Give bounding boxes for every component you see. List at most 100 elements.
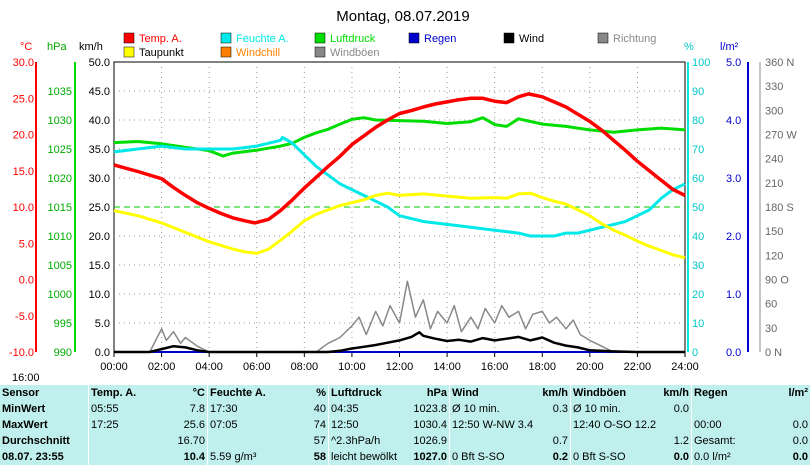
rain-axis-unit: l/m² xyxy=(720,41,739,53)
humidity-tick-label: 30 xyxy=(692,260,704,272)
direction-tick-label: 90 O xyxy=(765,275,789,287)
x-tick-label: 08:00 xyxy=(291,361,319,373)
temp-tick-label: 5.0 xyxy=(19,238,34,250)
x-tick-label: 18:00 xyxy=(528,361,556,373)
stats-cell-value xyxy=(764,401,810,417)
stats-cell-time xyxy=(570,433,647,449)
x-tick-label: 00:00 xyxy=(100,361,128,373)
stats-cell-value: 1.2 xyxy=(673,435,689,447)
legend-swatch xyxy=(123,46,135,58)
stats-cell-time: 07:05 xyxy=(207,417,284,433)
stats-cell-value: 25.6 xyxy=(183,419,205,431)
x-tick-label: 16:00 xyxy=(481,361,509,373)
stats-cell-value: 1023.8 xyxy=(413,403,447,415)
stats-header-wind: Wind xyxy=(449,385,526,401)
direction-tick-label: 240 xyxy=(765,154,783,166)
series-line-windb-en xyxy=(114,280,685,353)
stats-row-label: Durchschnitt xyxy=(2,435,70,447)
stats-header-wind-unit: km/h xyxy=(542,387,568,399)
pressure-tick-label: 990 xyxy=(54,347,72,359)
legend-swatch xyxy=(314,32,326,44)
stats-cell-time xyxy=(691,401,764,417)
stats-cell-value: 7.8 xyxy=(189,403,205,415)
x-axis-ticks: 00:00 02:00 04:00 06:00 08:00 10:00 12:00 14:00… xyxy=(12,352,699,384)
series-line-luftdruck xyxy=(113,116,686,158)
pressure-tick-label: 1005 xyxy=(48,260,72,272)
stats-cell-time xyxy=(449,433,526,449)
temp-tick-label: -5.0 xyxy=(15,311,34,323)
direction-tick-label: 120 xyxy=(765,250,783,262)
direction-tick-label: 150 xyxy=(765,226,783,238)
temp-tick-label: 0.0 xyxy=(19,275,34,287)
temp-tick-label: 30.0 xyxy=(13,57,34,69)
direction-tick-label: 180 S xyxy=(765,202,794,214)
legend-swatch xyxy=(597,32,609,44)
legend-label: Windböen xyxy=(330,47,380,59)
stats-header-temp: Temp. A. xyxy=(88,385,163,401)
stats-row-label: MaxWert xyxy=(2,419,48,431)
legend-label: Feuchte A. xyxy=(236,33,289,45)
stats-cell-time: 00:00 xyxy=(691,417,764,433)
x-tick-label: 20:00 xyxy=(576,361,604,373)
stats-cell-value: 0.0 xyxy=(792,435,808,447)
stats-cell-value: 1030.4 xyxy=(413,419,447,431)
stats-header-pressure: Luftdruck xyxy=(328,385,405,401)
stats-cell-time xyxy=(88,449,163,465)
temp-tick-label: 10.0 xyxy=(13,202,34,214)
pressure-tick-label: 1010 xyxy=(48,231,72,243)
humidity-tick-label: 20 xyxy=(692,289,704,301)
stats-cell-value: 0.0 xyxy=(673,403,689,415)
pressure-tick-label: 1030 xyxy=(48,115,72,127)
x-tick-label: 02:00 xyxy=(148,361,176,373)
stats-cell-value: 40 xyxy=(313,403,326,415)
pressure-tick-label: 1015 xyxy=(48,202,72,214)
legend-label: Regen xyxy=(424,33,456,45)
legend-swatch xyxy=(503,32,515,44)
wind-axis-unit: km/h xyxy=(79,41,103,53)
humidity-tick-label: 0 xyxy=(692,347,698,359)
stats-row-label: MinWert xyxy=(2,403,46,415)
stats-cell-time: 12:50 xyxy=(328,417,405,433)
stats-header-humidity-unit: % xyxy=(316,387,326,399)
pressure-tick-label: 1020 xyxy=(48,173,72,185)
stats-header-humidity: Feuchte A. xyxy=(207,385,284,401)
stats-cell-time xyxy=(88,433,163,449)
plot-area xyxy=(113,61,686,353)
legend-label: Luftdruck xyxy=(330,33,376,45)
rain-tick-label: 2.0 xyxy=(726,231,741,243)
direction-tick-label: 0 N xyxy=(765,347,782,359)
legend-swatch xyxy=(408,32,420,44)
series-line-wind xyxy=(114,331,685,354)
direction-tick-label: 30 xyxy=(765,323,777,335)
legend-label: Temp. A. xyxy=(139,33,182,45)
stats-cell-value: 10.4 xyxy=(183,451,205,463)
chart-title: Montag, 08.07.2019 xyxy=(336,8,469,25)
direction-tick-label: 60 xyxy=(765,299,777,311)
direction-tick-label: 360 N xyxy=(765,57,794,69)
stats-row-label: 08.07. 23:55 xyxy=(2,451,64,463)
weather-chart: Montag, 08.07.2019 Temp. A. Feuchte A. Luf… xyxy=(9,8,797,384)
stats-header-pressure-unit: hPa xyxy=(426,387,447,399)
wind-tick-label: 15.0 xyxy=(89,260,110,272)
stats-header-gust-unit: km/h xyxy=(663,387,689,399)
temp-tick-label: 15.0 xyxy=(13,166,34,178)
rain-tick-label: 5.0 xyxy=(726,57,741,69)
pressure-tick-label: 1000 xyxy=(48,289,72,301)
stats-cell-time: Ø 10 min. xyxy=(449,401,526,417)
wind-tick-label: 10.0 xyxy=(89,289,110,301)
wind-tick-label: 35.0 xyxy=(89,144,110,156)
wind-tick-label: 20.0 xyxy=(89,231,110,243)
stats-header-gust: Windböen xyxy=(570,385,647,401)
wind-tick-label: 30.0 xyxy=(89,173,110,185)
stats-cell-time: 12:40 O-SO 12.2 xyxy=(570,417,692,433)
stats-cell-value: 74 xyxy=(313,419,326,431)
direction-tick-label: 270 W xyxy=(765,130,797,142)
wind-tick-label: 45.0 xyxy=(89,86,110,98)
series-line-taupunkt xyxy=(113,191,686,260)
stats-header-sensor: Sensor xyxy=(2,387,40,399)
stats-cell-time: 05:55 xyxy=(88,401,163,417)
direction-tick-label: 300 xyxy=(765,105,783,117)
stats-cell-value: 0.3 xyxy=(552,403,568,415)
stats-cell-time: Gesamt: xyxy=(691,433,764,449)
x-tick-label: 14:00 xyxy=(433,361,461,373)
